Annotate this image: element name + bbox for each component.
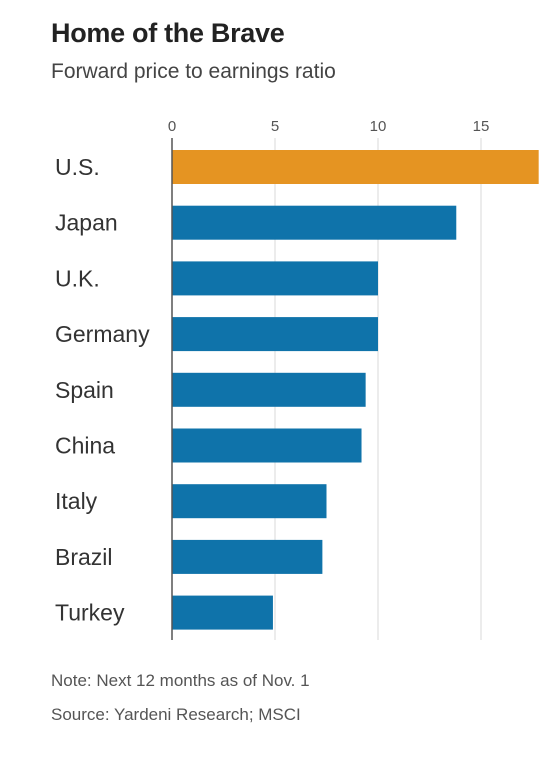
bar [172,261,378,296]
bar [172,205,457,240]
bar [172,317,378,352]
category-label: Spain [55,377,114,403]
bar [172,539,323,574]
chart-title: Home of the Brave [51,18,285,48]
chart-note: Note: Next 12 months as of Nov. 1 [51,671,310,690]
category-label: U.S. [55,154,100,180]
bar [172,428,362,463]
x-tick-label: 5 [271,118,279,135]
category-label: U.K. [55,265,100,291]
x-tick-label: 10 [370,118,387,135]
chart-subtitle: Forward price to earnings ratio [51,60,336,83]
category-label: Turkey [55,600,125,626]
bar [172,150,539,184]
x-tick-label: 15 [473,118,490,135]
category-label: China [55,433,115,459]
chart-source: Source: Yardeni Research; MSCI [51,705,301,724]
category-label: Italy [55,488,98,514]
category-label: Germany [55,321,150,347]
x-tick-label: 0 [168,118,176,135]
category-label: Brazil [55,544,113,570]
bar [172,595,273,630]
bar [172,484,327,519]
bar-chart: 0 5 10 15 U.S. Japan U.K. Germany Spain China Ital… [55,118,539,640]
bar [172,372,366,407]
category-label: Japan [55,210,118,236]
